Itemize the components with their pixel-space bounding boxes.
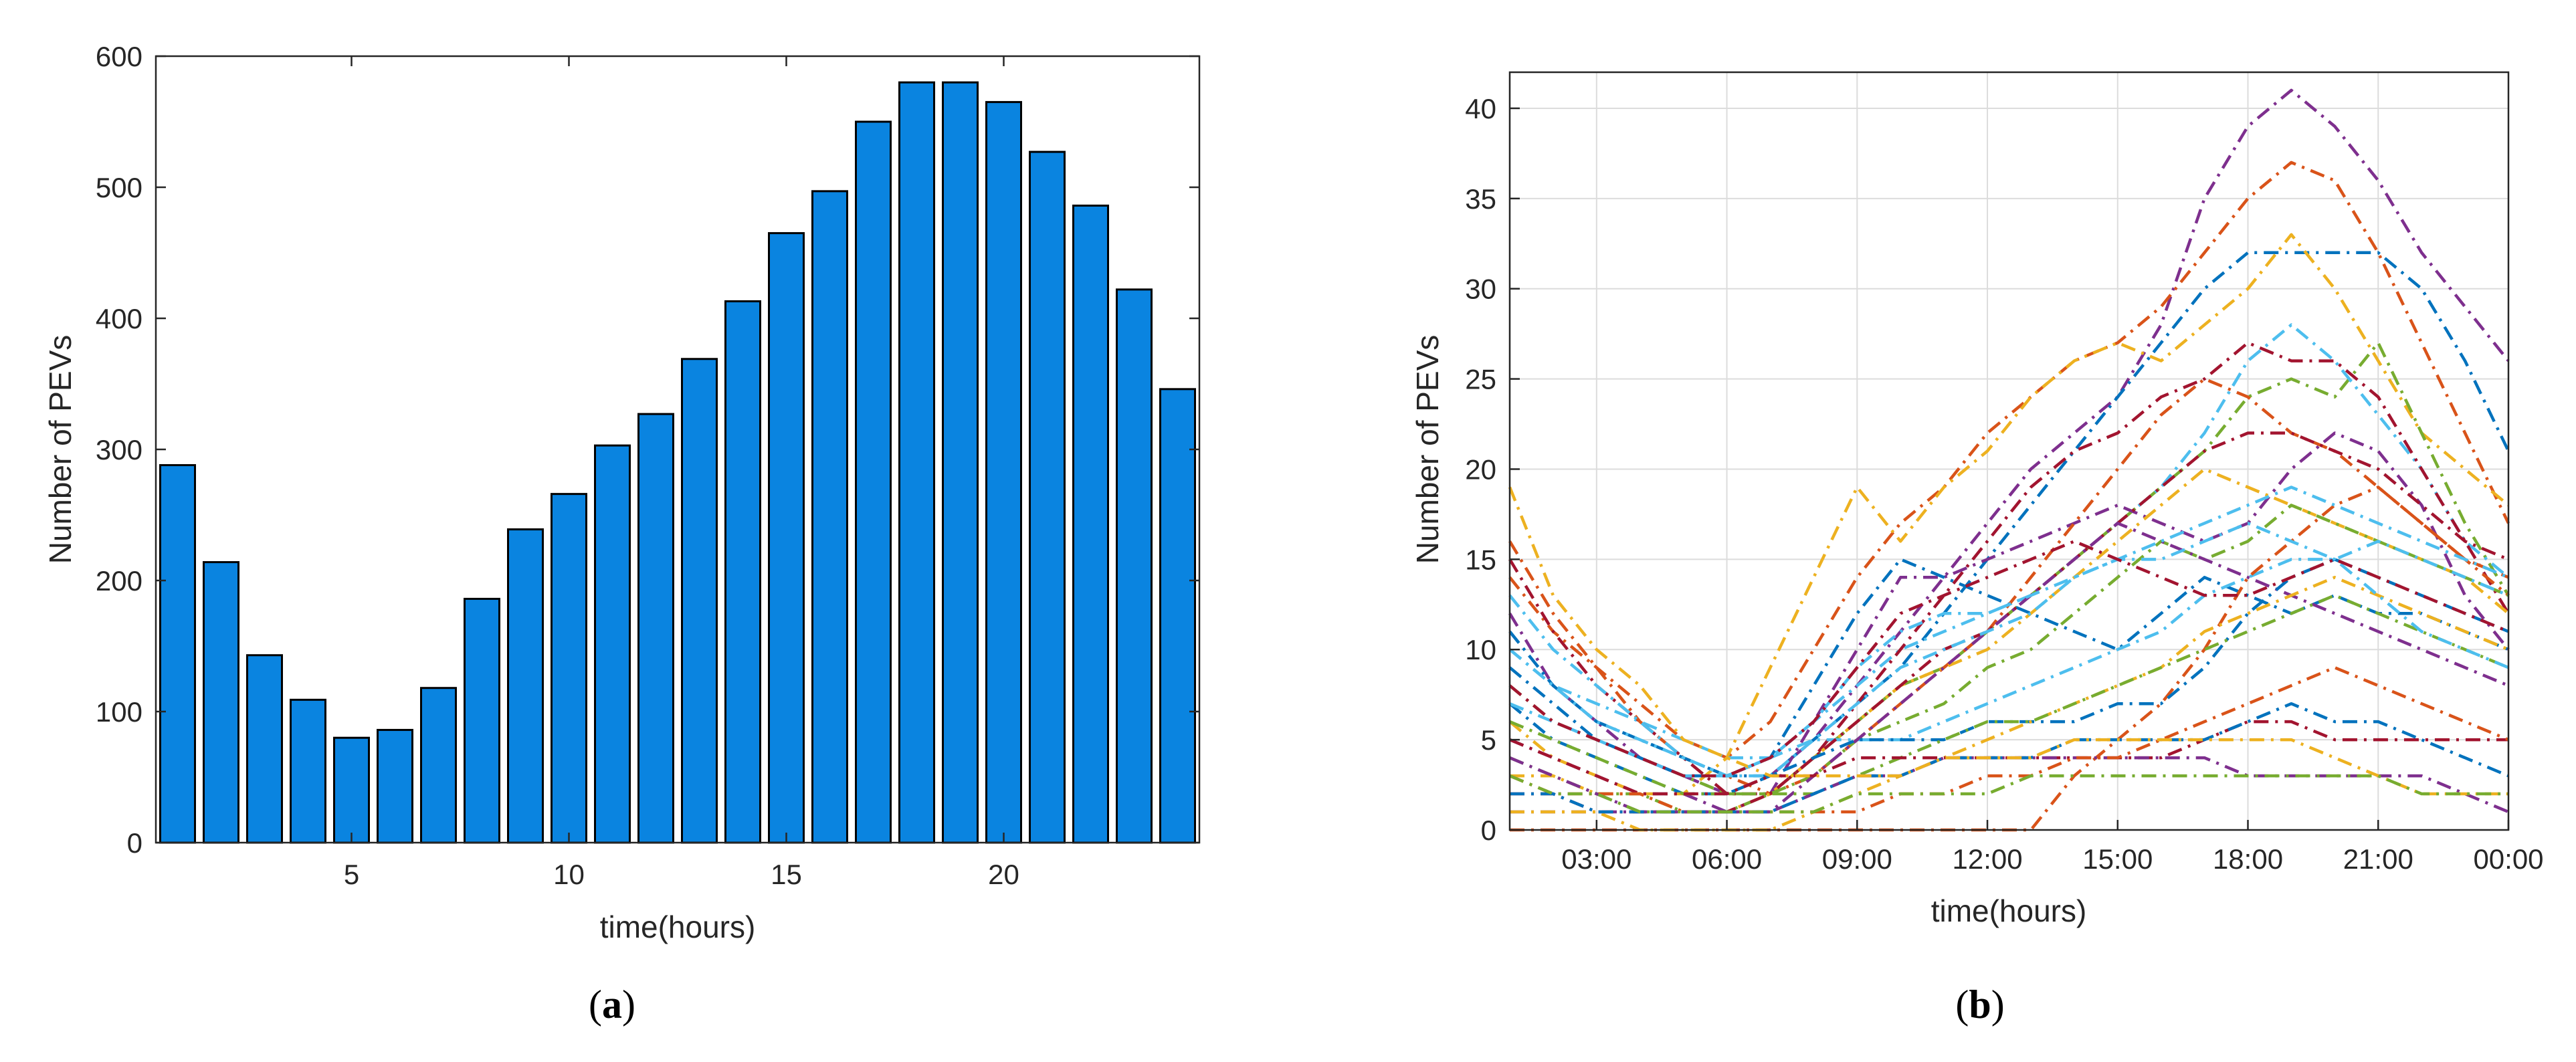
bar [681, 358, 718, 844]
y-tick-label: 5 [1481, 724, 1496, 756]
panel-label-b: (b) [1955, 982, 2004, 1027]
series-line-s6 [1508, 323, 2510, 760]
bar [724, 300, 761, 844]
bar [637, 413, 674, 844]
y-tick-label: 100 [96, 696, 142, 728]
x-tick-label: 03:00 [1561, 843, 1631, 875]
bar [811, 190, 848, 844]
x-tick-label: 18:00 [2213, 843, 2283, 875]
bar [768, 232, 805, 844]
y-axis-label-a: Number of PEVs [43, 335, 78, 564]
bar-series [159, 81, 1196, 844]
x-tick-labels-b: 03:00 06:00 09:00 12:00 15:00 18:00 21:00 00:00 [1561, 820, 2544, 875]
bar [1116, 288, 1153, 844]
x-tick-label: 09:00 [1822, 843, 1892, 875]
y-tick-label: 600 [96, 41, 142, 72]
bar [290, 698, 326, 844]
bar [333, 736, 370, 844]
series-line-s25 [1508, 486, 2508, 796]
series-line-s21 [1509, 720, 2508, 796]
y-tick-labels-b: 0 5 10 15 20 25 30 35 40 [1465, 93, 1520, 846]
x-tick-label: 12:00 [1952, 843, 2022, 875]
y-tick-label: 500 [96, 172, 142, 203]
line-chart-panel-b: 03:00 06:00 09:00 12:00 15:00 18:00 21:00 00:00… [1410, 71, 2544, 928]
series-line-s12 [1509, 504, 2509, 814]
y-tick-label: 0 [127, 827, 142, 859]
bar [1159, 388, 1196, 844]
y-tick-label: 40 [1465, 93, 1496, 124]
x-tick-label: 21:00 [2343, 843, 2413, 875]
axes-frame-b [1508, 71, 2510, 831]
x-tick-label: 5 [344, 859, 359, 890]
y-tick-label: 200 [96, 565, 142, 597]
bar [551, 493, 587, 844]
bar [942, 81, 979, 844]
plot-area-a [156, 56, 1199, 843]
x-tick-label: 10 [553, 859, 585, 890]
panel-letter-b: b [1969, 982, 1991, 1027]
series-line-s23 [1509, 665, 2509, 814]
y-tick-label: 0 [1481, 815, 1496, 846]
series-line-s3 [1508, 251, 2510, 796]
bar [203, 561, 239, 844]
bar [1072, 204, 1109, 844]
x-tick-label: 20 [988, 859, 1019, 890]
panel-label-a: (a) [589, 982, 635, 1027]
bar [377, 728, 413, 844]
bar [594, 444, 631, 844]
series-line-s22 [1509, 756, 2509, 814]
series-line-s13 [1509, 540, 2509, 778]
bar [507, 528, 544, 844]
series-line-s20 [1508, 486, 2509, 778]
x-axis-label-b: time(hours) [1931, 893, 2087, 928]
x-tick-label: 15 [771, 859, 802, 890]
series-line-s11 [1510, 467, 2510, 814]
x-tick-label: 00:00 [2473, 843, 2543, 875]
y-tick-labels-a: 0 100 200 300 400 500 600 [96, 41, 1199, 859]
y-tick-label: 10 [1465, 634, 1496, 665]
x-tick-label: 06:00 [1692, 843, 1762, 875]
series-line-s19 [1509, 594, 2509, 796]
bar [159, 464, 196, 844]
plot-area-b [1510, 72, 2508, 830]
y-tick-label: 20 [1465, 453, 1496, 485]
series-line-s18 [1510, 576, 2509, 832]
panel-letter-a: a [602, 982, 622, 1027]
y-tick-label: 400 [96, 303, 142, 334]
bar [420, 687, 457, 844]
series-line-s2 [1508, 161, 2510, 760]
x-axis-label-a: time(hours) [600, 910, 756, 944]
y-tick-label: 25 [1465, 364, 1496, 395]
bar [1029, 150, 1066, 844]
bar [464, 597, 500, 844]
y-tick-label: 300 [96, 434, 142, 465]
y-tick-label: 15 [1465, 544, 1496, 575]
series-line-s28 [1508, 540, 2509, 778]
bar [898, 81, 935, 844]
y-axis-label-b: Number of PEVs [1410, 335, 1445, 564]
axes-box [1508, 71, 2510, 831]
y-tick-label: 35 [1465, 183, 1496, 215]
series-line-s14 [1510, 431, 2509, 814]
bar [855, 120, 892, 844]
series-line-s27 [1508, 522, 2509, 778]
y-tick-label: 30 [1465, 274, 1496, 305]
bar [985, 101, 1022, 844]
bar [246, 654, 283, 844]
x-tick-labels-a: 5 10 15 20 [344, 56, 1019, 890]
x-tick-label: 15:00 [2082, 843, 2153, 875]
